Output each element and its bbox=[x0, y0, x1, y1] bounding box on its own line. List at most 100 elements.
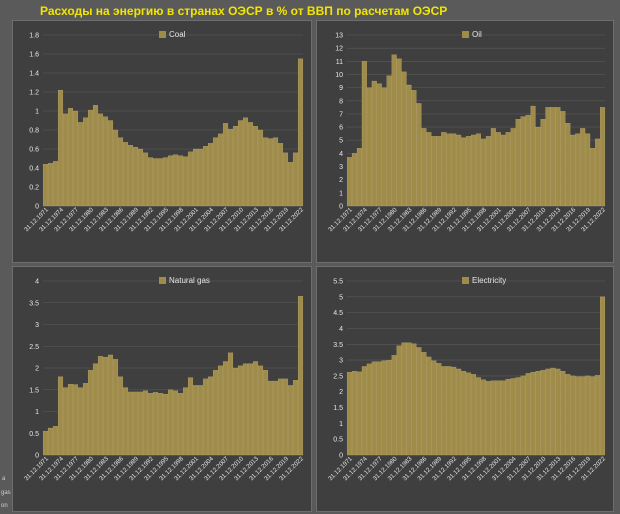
electricity-bar-1980 bbox=[391, 355, 397, 456]
coal-bar-2008 bbox=[227, 128, 234, 207]
natural-gas-bar-2002 bbox=[197, 385, 204, 456]
natural-gas-legend-swatch bbox=[159, 277, 166, 284]
oil-bar-2014 bbox=[560, 111, 566, 207]
natural-gas-bar-1995 bbox=[162, 393, 169, 456]
natural-gas-bar-2018 bbox=[277, 378, 284, 456]
coal-bar-1998 bbox=[177, 155, 184, 207]
coal-bar-1977 bbox=[72, 110, 79, 207]
coal-bar-1992 bbox=[147, 157, 154, 207]
natural-gas-ytick-label: 3.5 bbox=[29, 300, 39, 307]
electricity-bar-2012 bbox=[550, 367, 556, 456]
electricity-bar-1976 bbox=[371, 361, 377, 456]
coal-bar-1980 bbox=[87, 109, 94, 207]
coal-bar-2006 bbox=[217, 133, 224, 207]
oil-ytick-label: 13 bbox=[335, 33, 343, 40]
coal-bar-1988 bbox=[127, 145, 134, 207]
oil-ytick-label: 3 bbox=[339, 164, 343, 171]
coal-ytick-label: 1.8 bbox=[29, 33, 39, 40]
electricity-bar-2017 bbox=[575, 376, 581, 456]
coal-bar-1983 bbox=[102, 116, 109, 207]
coal-bar-1996 bbox=[167, 155, 174, 207]
natural-gas-bar-1998 bbox=[177, 393, 184, 456]
oil-bar-2011 bbox=[545, 107, 551, 207]
coal-bar-2003 bbox=[202, 146, 209, 207]
electricity-bar-1986 bbox=[421, 352, 427, 456]
coal-bar-2016 bbox=[267, 138, 274, 207]
oil-bar-1976 bbox=[371, 80, 377, 207]
natural-gas-ytick-label: 2 bbox=[35, 366, 39, 373]
coal-bar-2022 bbox=[297, 58, 304, 207]
electricity-bar-2013 bbox=[555, 368, 561, 456]
oil-legend-swatch bbox=[462, 31, 469, 38]
oil-ytick-label: 0 bbox=[339, 204, 343, 211]
oil-bar-1978 bbox=[381, 87, 387, 207]
natural-gas-ytick-label: 3 bbox=[35, 322, 39, 329]
coal-bar-1991 bbox=[142, 152, 149, 207]
electricity-bar-1977 bbox=[376, 361, 382, 456]
coal-bar-2010 bbox=[237, 120, 244, 207]
oil-bar-1995 bbox=[466, 136, 472, 207]
natural-gas-bar-1972 bbox=[47, 427, 54, 456]
electricity-bar-2020 bbox=[590, 376, 596, 456]
natural-gas-bar-1990 bbox=[137, 391, 144, 456]
electricity-ytick-label: 0.5 bbox=[333, 437, 343, 444]
natural-gas-bar-2009 bbox=[232, 367, 239, 456]
oil-bar-2021 bbox=[595, 138, 601, 207]
natural-gas-bar-1986 bbox=[117, 376, 124, 456]
coal-bar-1982 bbox=[97, 113, 104, 207]
electricity-ytick-label: 3 bbox=[339, 358, 343, 365]
coal-bar-1987 bbox=[122, 142, 129, 207]
oil-bar-1981 bbox=[396, 58, 402, 207]
coal-bar-2012 bbox=[247, 122, 254, 207]
oil-bar-1980 bbox=[391, 54, 397, 207]
electricity-bar-1985 bbox=[416, 347, 422, 456]
oil-ytick-label: 9 bbox=[339, 85, 343, 92]
natural-gas-bar-1974 bbox=[57, 376, 64, 456]
coal-bar-1979 bbox=[82, 117, 89, 207]
natural-gas-bar-2008 bbox=[227, 352, 234, 456]
coal-bar-1981 bbox=[92, 105, 99, 207]
oil-bar-1999 bbox=[485, 136, 491, 207]
natural-gas-ytick-label: 1.5 bbox=[29, 387, 39, 394]
natural-gas-bar-2007 bbox=[222, 361, 229, 456]
natural-gas-bar-1994 bbox=[157, 393, 164, 456]
natural-gas-bar-1987 bbox=[122, 387, 129, 456]
electricity-ytick-label: 1.5 bbox=[333, 405, 343, 412]
oil-bar-2010 bbox=[540, 119, 546, 207]
natural-gas-ytick-label: 0 bbox=[35, 453, 39, 460]
edge-text-a: a bbox=[2, 476, 6, 482]
electricity-bar-1984 bbox=[411, 343, 417, 456]
electricity-legend-swatch bbox=[462, 277, 469, 284]
natural-gas-legend-label: Natural gas bbox=[169, 276, 210, 285]
natural-gas-bar-2004 bbox=[207, 376, 214, 456]
electricity-bar-1974 bbox=[361, 366, 367, 456]
electricity-ytick-label: 4.5 bbox=[333, 310, 343, 317]
coal-bar-2000 bbox=[187, 151, 194, 207]
natural-gas-bar-1978 bbox=[77, 387, 84, 456]
electricity-bar-2003 bbox=[505, 378, 511, 456]
coal-bar-1972 bbox=[47, 163, 54, 207]
natural-gas-bar-2012 bbox=[247, 363, 254, 456]
electricity-bar-2002 bbox=[500, 380, 506, 456]
natural-gas-bar-1971 bbox=[42, 430, 49, 456]
oil-ytick-label: 12 bbox=[335, 46, 343, 53]
oil-bar-2008 bbox=[530, 105, 536, 207]
coal-bar-2002 bbox=[197, 148, 204, 207]
oil-bar-1993 bbox=[456, 134, 462, 207]
electricity-bar-1991 bbox=[446, 366, 452, 456]
oil-bar-1984 bbox=[411, 90, 417, 207]
natural-gas-bar-1992 bbox=[147, 393, 154, 456]
natural-gas-bar-1973 bbox=[52, 426, 59, 456]
oil-bar-1971 bbox=[346, 157, 352, 207]
coal-bar-1976 bbox=[67, 108, 74, 207]
electricity-bar-2016 bbox=[570, 375, 576, 456]
oil-bar-1988 bbox=[431, 136, 437, 207]
oil-bar-2004 bbox=[510, 128, 516, 207]
oil-ytick-label: 4 bbox=[339, 151, 343, 158]
electricity-ytick-label: 5 bbox=[339, 294, 343, 301]
oil-legend: Oil bbox=[462, 30, 482, 39]
oil-bar-2015 bbox=[565, 123, 571, 207]
natural-gas-bar-2005 bbox=[212, 370, 219, 456]
coal-bar-1997 bbox=[172, 154, 179, 207]
electricity-bar-1993 bbox=[456, 368, 462, 456]
